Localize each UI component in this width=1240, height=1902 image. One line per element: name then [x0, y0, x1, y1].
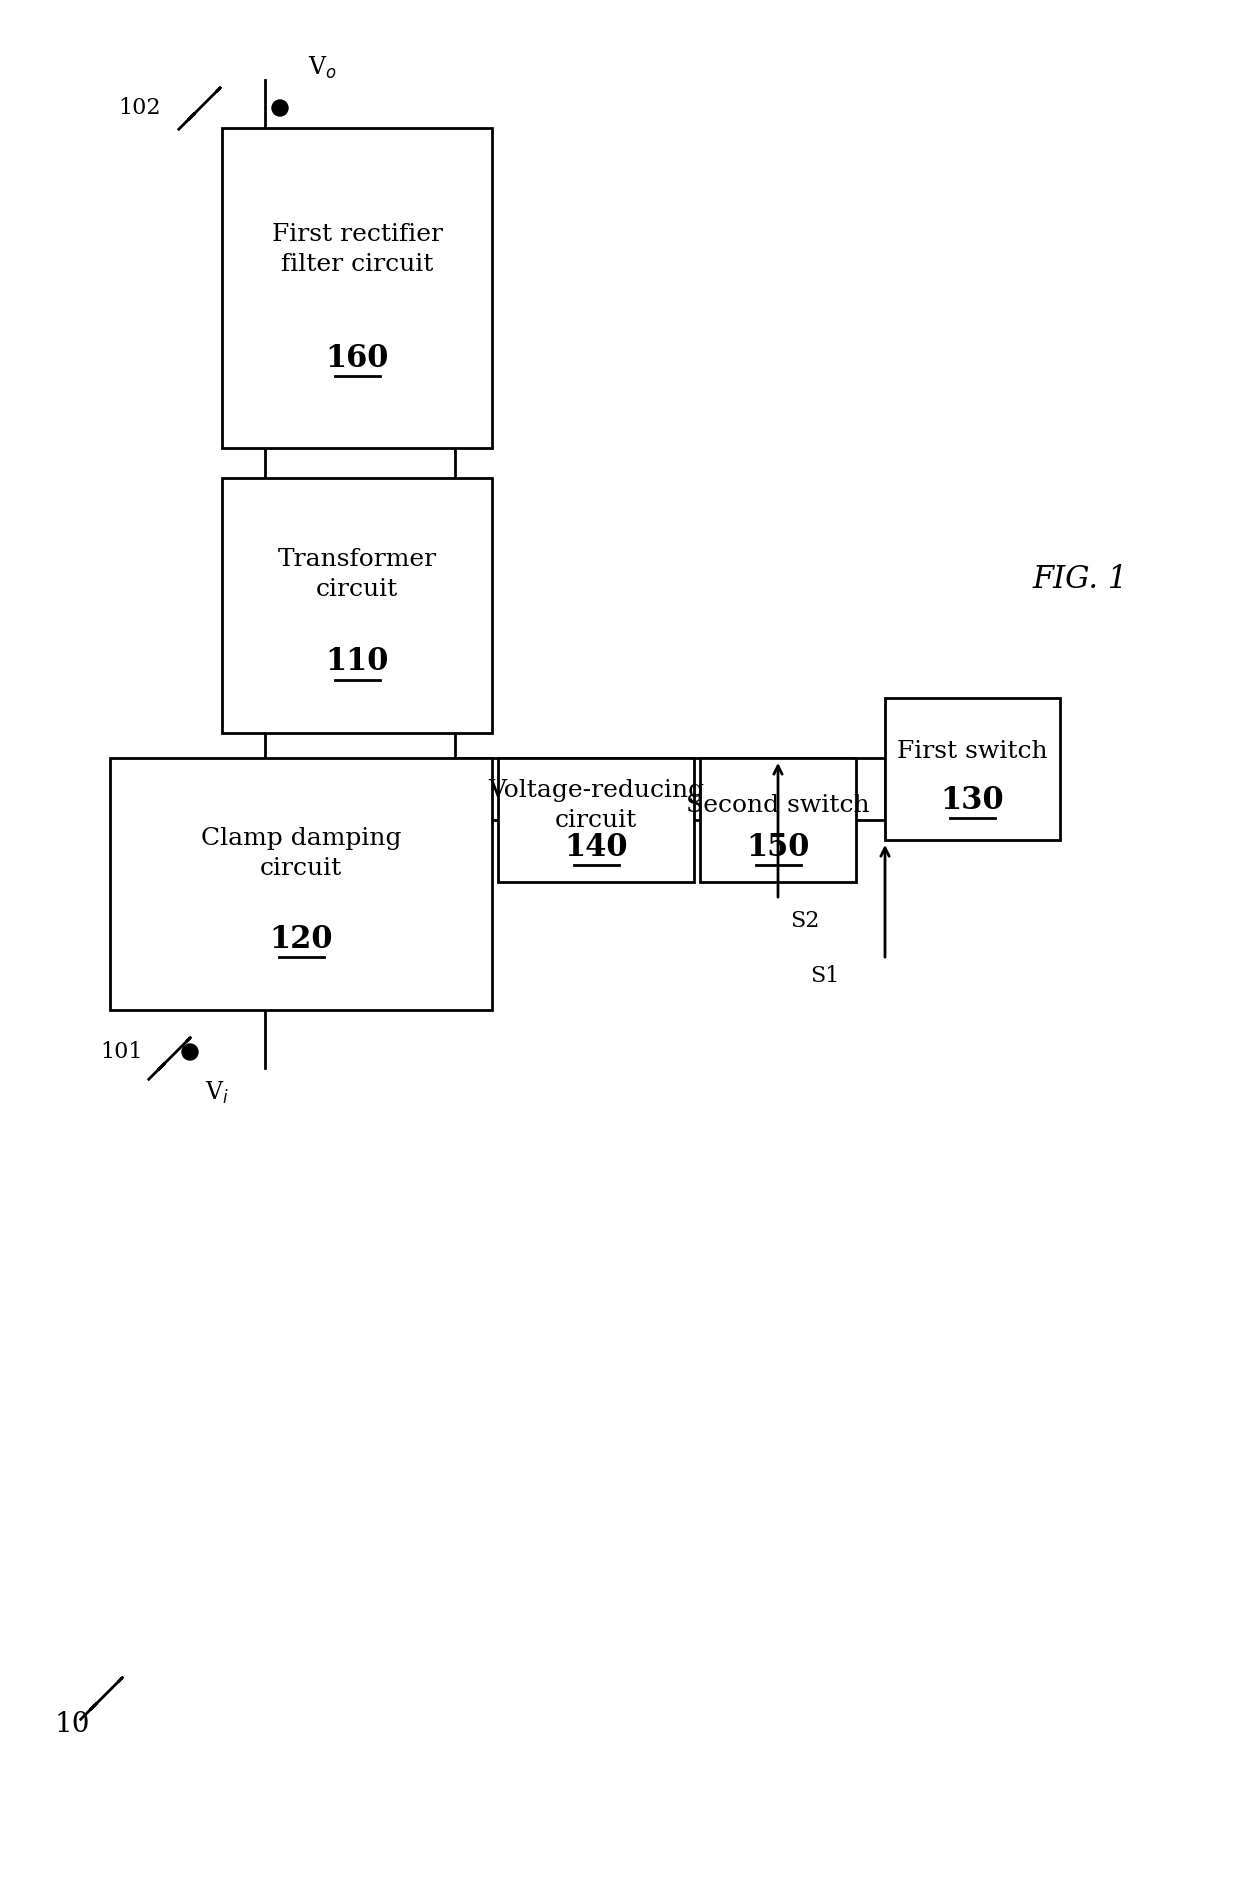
Bar: [110, 759, 492, 1010]
Text: 101: 101: [100, 1040, 143, 1063]
Text: S1: S1: [811, 964, 839, 987]
Bar: [222, 477, 492, 732]
Text: S2: S2: [790, 909, 820, 932]
Text: First rectifier
filter circuit: First rectifier filter circuit: [272, 223, 443, 276]
Text: Transformer
circuit: Transformer circuit: [278, 548, 436, 601]
Text: V$_o$: V$_o$: [308, 55, 337, 82]
Text: 10: 10: [55, 1712, 91, 1738]
Text: First switch: First switch: [898, 740, 1048, 763]
Text: 120: 120: [269, 924, 332, 955]
Text: 160: 160: [325, 342, 388, 375]
Text: 140: 140: [564, 831, 627, 864]
Text: FIG. 1: FIG. 1: [1033, 565, 1127, 595]
Circle shape: [182, 1044, 198, 1059]
Bar: [701, 759, 856, 883]
Bar: [885, 698, 1060, 841]
Text: 150: 150: [746, 831, 810, 864]
Bar: [222, 127, 492, 449]
Circle shape: [272, 101, 288, 116]
Text: Clamp damping
circuit: Clamp damping circuit: [201, 827, 402, 881]
Text: Voltage-reducing
circuit: Voltage-reducing circuit: [487, 778, 704, 831]
Bar: [498, 759, 694, 883]
Text: 130: 130: [941, 786, 1004, 816]
Text: V$_i$: V$_i$: [205, 1080, 229, 1107]
Text: 102: 102: [118, 97, 160, 120]
Text: Second switch: Second switch: [686, 793, 869, 816]
Text: 110: 110: [325, 647, 388, 677]
